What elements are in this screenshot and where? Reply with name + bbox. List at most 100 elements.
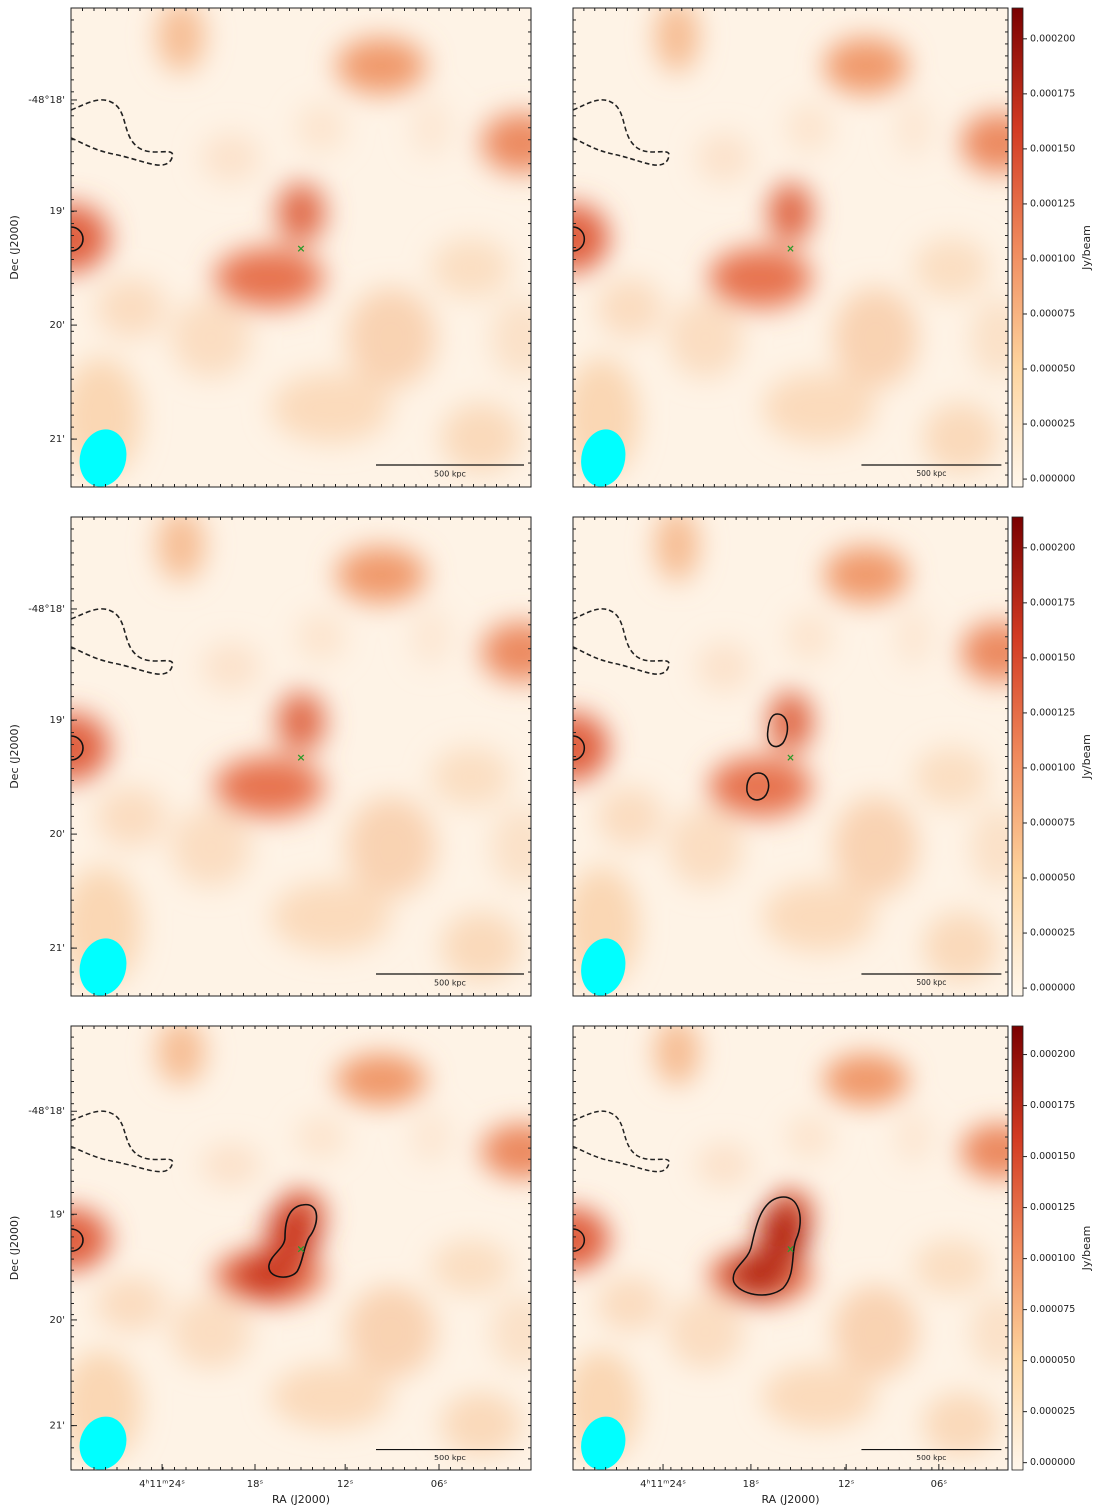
emission-blob — [491, 807, 551, 887]
y-tick-label: -48°18' — [28, 95, 65, 106]
y-axis-label: Dec (J2000) — [8, 724, 21, 789]
emission-blob — [481, 1123, 561, 1179]
emission-blob — [96, 1276, 166, 1332]
emission-blob — [431, 747, 511, 807]
y-tick-label: 21' — [50, 943, 65, 954]
x-axis-label: RA (J2000) — [272, 1493, 330, 1506]
x-axis-label: RA (J2000) — [761, 1493, 819, 1506]
emission-blob — [271, 882, 391, 952]
colorbar-label: Jy/beam — [1080, 734, 1093, 780]
y-tick-label: 19' — [50, 1209, 65, 1220]
emission-blob — [277, 692, 325, 752]
emission-blob — [411, 98, 451, 158]
emission-blob — [491, 1295, 551, 1369]
colorbar-tick-label: 0.000200 — [1030, 1049, 1075, 1060]
emission-blob — [441, 912, 521, 982]
emission-blob — [346, 288, 436, 388]
emission-blob — [824, 38, 909, 94]
y-axis-label: Dec (J2000) — [8, 1216, 21, 1281]
emission-blob — [668, 298, 744, 378]
emission-blob — [696, 133, 753, 183]
emission-blob — [431, 238, 511, 298]
emission-blob — [895, 1109, 933, 1165]
colorbar-tick-label: 0.000125 — [1030, 1202, 1075, 1213]
colorbar-label: Jy/beam — [1080, 1226, 1093, 1272]
emission-blob — [336, 547, 426, 603]
emission-blob — [441, 1392, 521, 1457]
emission-blob — [336, 1054, 426, 1106]
colorbar-tick-label: 0.000100 — [1030, 253, 1075, 264]
colorbar-tick-label: 0.000175 — [1030, 597, 1075, 608]
colorbar-tick-label: 0.000175 — [1030, 88, 1075, 99]
emission-blob — [96, 787, 166, 847]
emission-blob — [708, 757, 812, 817]
emission-blob — [171, 1295, 251, 1369]
emission-blob — [768, 183, 813, 243]
emission-blob — [441, 403, 521, 473]
colorbar-tick-label: 0.000150 — [1030, 143, 1075, 154]
emission-blob — [336, 38, 426, 94]
source-marker: × — [786, 751, 795, 764]
colorbar-tick-label: 0.000075 — [1030, 1304, 1075, 1315]
colorbar — [1012, 517, 1023, 996]
emission-blob — [214, 757, 324, 817]
y-tick-label: 21' — [50, 1421, 65, 1432]
emission-blob — [277, 183, 325, 243]
emission-blob — [96, 278, 166, 338]
emission-blob — [824, 1054, 909, 1106]
emission-blob — [201, 642, 261, 692]
emission-blob — [762, 373, 875, 443]
emission-blob — [214, 248, 324, 308]
colorbar-tick-label: 0.000025 — [1030, 928, 1075, 939]
emission-blob — [786, 1114, 833, 1160]
emission-blob — [411, 607, 451, 667]
x-tick-label: 12ˢ — [337, 1479, 354, 1490]
emission-blob — [668, 1295, 744, 1369]
emission-blob — [431, 1239, 511, 1295]
source-marker: × — [786, 1243, 795, 1255]
y-tick-label: -48°18' — [28, 604, 65, 615]
x-tick-label: 06ˢ — [931, 1479, 948, 1490]
x-tick-label: 12ˢ — [838, 1479, 855, 1490]
emission-blob — [762, 882, 875, 952]
emission-blob — [833, 288, 918, 388]
colorbar-tick-label: 0.000000 — [1030, 474, 1075, 485]
emission-blob — [961, 113, 1037, 173]
emission-blob — [895, 607, 933, 667]
scalebar-label: 500 kpc — [434, 470, 466, 479]
emission-blob — [597, 278, 663, 338]
colorbar-tick-label: 0.000100 — [1030, 1253, 1075, 1264]
colorbar-tick-label: 0.000025 — [1030, 1406, 1075, 1417]
emission-blob — [786, 103, 833, 153]
emission-blob — [824, 547, 909, 603]
emission-blob — [296, 1114, 346, 1160]
image-panel: ×500 kpc — [537, 509, 1036, 1001]
y-tick-label: 21' — [50, 434, 65, 445]
x-tick-label: 4ʰ11ᵐ24ˢ — [640, 1479, 686, 1490]
source-marker: × — [786, 242, 795, 255]
emission-blob — [171, 298, 251, 378]
emission-blob — [296, 612, 346, 662]
emission-blob — [696, 642, 753, 692]
colorbar-tick-label: 0.000000 — [1030, 1457, 1075, 1468]
scalebar-label: 500 kpc — [434, 1453, 466, 1462]
emission-blob — [786, 612, 833, 662]
y-tick-label: 19' — [50, 715, 65, 726]
emission-blob — [481, 622, 561, 682]
emission-blob — [923, 912, 999, 982]
emission-blob — [833, 1286, 918, 1379]
emission-blob — [271, 373, 391, 443]
colorbar-tick-label: 0.000200 — [1030, 542, 1075, 553]
emission-blob — [895, 98, 933, 158]
colorbar-tick-label: 0.000150 — [1030, 652, 1075, 663]
emission-blob — [597, 787, 663, 847]
y-tick-label: 19' — [50, 206, 65, 217]
emission-blob — [481, 113, 561, 173]
x-tick-label: 18ˢ — [743, 1479, 760, 1490]
emission-blob — [171, 807, 251, 887]
emission-blob — [913, 1239, 989, 1295]
y-tick-label: 20' — [50, 1315, 65, 1326]
image-panel: ×500 kpc — [537, 1019, 1036, 1475]
scalebar-label: 500 kpc — [916, 469, 946, 478]
source-marker: × — [296, 242, 305, 255]
